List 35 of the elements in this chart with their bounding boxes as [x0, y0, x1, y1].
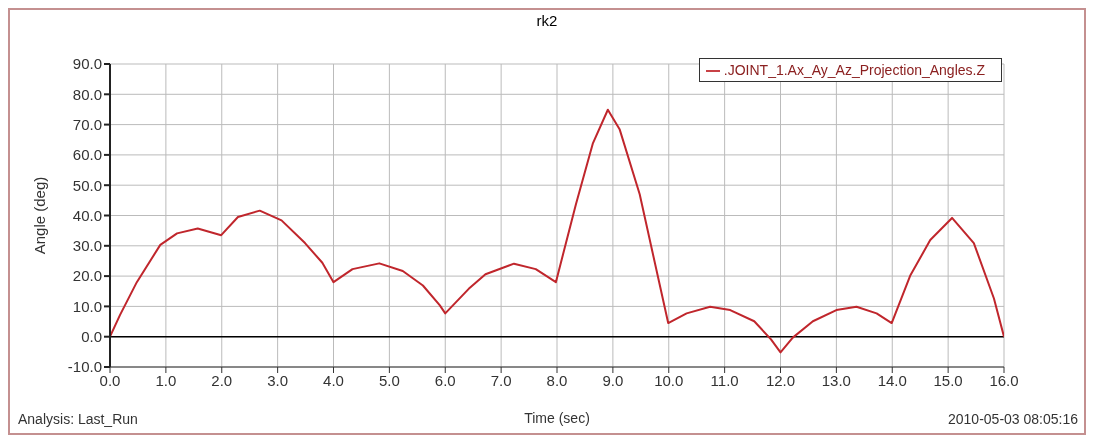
x-tick-label: 16.0: [989, 371, 1019, 389]
y-tick-label: 0.0: [81, 328, 102, 346]
x-tick-label: 5.0: [378, 371, 400, 389]
x-tick-label: 12.0: [765, 371, 796, 389]
x-tick-label: 2.0: [211, 371, 233, 389]
x-tick-label: 7.0: [490, 371, 512, 389]
y-tick-label: 70.0: [72, 115, 102, 133]
y-tick-label: 40.0: [72, 206, 102, 224]
x-tick-label: 4.0: [323, 371, 344, 389]
x-tick-label: 14.0: [877, 371, 907, 389]
text: Analysis: Last_Run: [18, 411, 138, 427]
x-tick-label: 3.0: [267, 371, 289, 389]
x-tick-label: 9.0: [602, 371, 624, 389]
text: 2010-05-03 08:05:16: [948, 411, 1078, 427]
chart-title: rk2: [535, 12, 559, 29]
y-tick-label: 60.0: [72, 146, 102, 164]
x-tick-label: 11.0: [710, 371, 739, 389]
line-series: [110, 108, 1004, 354]
x-axis-title: Time (sec): [524, 410, 590, 426]
x-tick-label: 0.0: [99, 371, 121, 389]
y-axis-title: Angle (deg): [31, 176, 49, 255]
x-tick-label: 13.0: [821, 371, 851, 389]
y-tick-label: 50.0: [72, 176, 102, 194]
y-tick-label: 30.0: [72, 237, 102, 255]
y-tick-label: 10.0: [72, 297, 102, 315]
legend-label: .JOINT_1.Ax_Ay_Az_Projection_Angles.Z: [723, 62, 985, 78]
x-tick-label: 15.0: [933, 371, 963, 389]
x-tick-label: 1.0: [155, 371, 177, 389]
y-tick-label: 20.0: [72, 267, 102, 285]
x-tick-label: 8.0: [546, 371, 568, 389]
y-tick-label: 90.0: [72, 55, 102, 73]
x-tick-label: 10.0: [654, 371, 684, 389]
y-tick-label: -10.0: [67, 358, 102, 376]
y-tick-label: 80.0: [72, 85, 102, 103]
x-tick-label: 6.0: [434, 371, 456, 389]
